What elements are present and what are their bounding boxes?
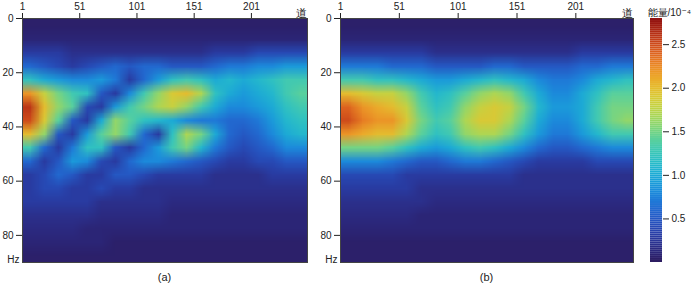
- svg-text:能量/10⁻⁴: 能量/10⁻⁴: [648, 7, 691, 18]
- svg-text:1.0: 1.0: [672, 170, 686, 181]
- svg-text:2.0: 2.0: [672, 82, 686, 93]
- svg-text:道: 道: [296, 7, 307, 19]
- svg-text:80: 80: [320, 230, 332, 241]
- svg-text:Hz: Hz: [7, 254, 19, 265]
- svg-text:0.5: 0.5: [672, 213, 686, 224]
- svg-text:20: 20: [320, 67, 332, 78]
- svg-text:51: 51: [74, 1, 86, 12]
- svg-text:101: 101: [129, 1, 146, 12]
- svg-text:40: 40: [320, 121, 332, 132]
- svg-text:60: 60: [320, 175, 332, 186]
- svg-text:151: 151: [186, 1, 203, 12]
- svg-text:Hz: Hz: [325, 254, 337, 265]
- svg-text:201: 201: [567, 1, 584, 12]
- svg-text:151: 151: [509, 1, 526, 12]
- html-text:(a): (a): [157, 271, 172, 283]
- svg-text:0: 0: [326, 13, 332, 24]
- svg-text:1: 1: [338, 1, 344, 12]
- svg-text:51: 51: [394, 1, 406, 12]
- html-text:(b): (b): [479, 271, 494, 283]
- svg-text:101: 101: [450, 1, 467, 12]
- svg-text:1.5: 1.5: [672, 126, 686, 137]
- svg-text:2.5: 2.5: [672, 39, 686, 50]
- svg-text:40: 40: [2, 121, 14, 132]
- svg-text:道: 道: [622, 7, 633, 19]
- svg-text:60: 60: [2, 175, 14, 186]
- svg-text:80: 80: [2, 230, 14, 241]
- svg-text:201: 201: [243, 1, 260, 12]
- svg-text:0: 0: [8, 13, 14, 24]
- svg-text:1: 1: [20, 1, 26, 12]
- svg-text:20: 20: [2, 67, 14, 78]
